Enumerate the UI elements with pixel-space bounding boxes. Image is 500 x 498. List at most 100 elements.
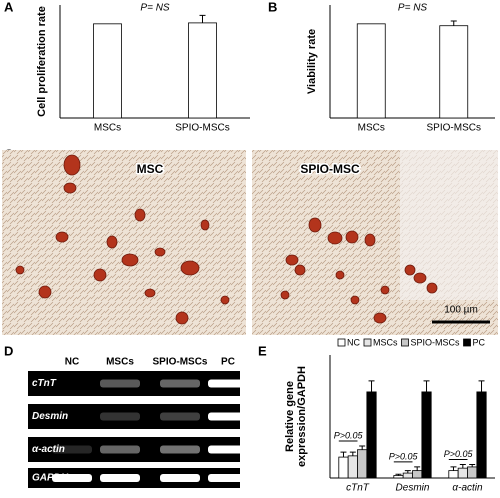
- legend-swatch: [363, 338, 372, 347]
- legend-swatch: [401, 338, 409, 347]
- legend-swatch: [463, 338, 471, 347]
- annotation: P>0.05: [444, 449, 474, 459]
- bar: [448, 470, 459, 479]
- error-bar: [199, 14, 206, 23]
- cell: [294, 264, 306, 276]
- error-bar: [368, 380, 375, 392]
- lane-label: NC: [65, 357, 79, 368]
- error-bar: [450, 466, 457, 471]
- gel-row: [28, 404, 240, 429]
- band: [160, 379, 200, 388]
- legend-label: MSCs: [373, 337, 398, 347]
- gel-row: [28, 437, 240, 462]
- band: [160, 474, 200, 482]
- bar: [412, 470, 423, 479]
- cell: [200, 219, 210, 231]
- error-bar: [395, 473, 402, 476]
- cell: [404, 264, 416, 276]
- error-bar: [478, 380, 485, 392]
- cell: [93, 268, 107, 282]
- cell: [134, 208, 146, 222]
- band: [100, 412, 140, 421]
- error-bar: [349, 451, 356, 456]
- cell: [308, 217, 322, 233]
- band: [52, 474, 92, 482]
- x-tick-label: α-actin: [452, 483, 483, 493]
- gene-label: Desmin: [32, 411, 68, 422]
- bar: [347, 455, 358, 479]
- error-bar: [423, 380, 430, 392]
- cell: [121, 253, 139, 267]
- chart-title: P= NS: [140, 3, 170, 14]
- chart-title: P= NS: [398, 3, 428, 14]
- bar: [338, 456, 349, 479]
- cells: [15, 154, 438, 325]
- error-bar: [404, 470, 411, 474]
- y-axis-label: expression/GAPDH: [296, 366, 308, 467]
- cell: [106, 235, 118, 249]
- band: [100, 379, 140, 388]
- band: [100, 445, 140, 454]
- bar: [356, 23, 386, 119]
- band: [208, 474, 248, 482]
- band: [100, 474, 140, 482]
- band: [208, 412, 248, 421]
- cell: [380, 285, 390, 295]
- y-axis-label: Viability rate: [306, 29, 318, 94]
- bar: [366, 391, 377, 479]
- bar: [393, 475, 404, 479]
- y-axis-label: Relative gene: [284, 381, 296, 452]
- gene-label: α-actin: [32, 444, 65, 455]
- error-bar: [340, 451, 347, 458]
- cell: [285, 254, 299, 266]
- band: [160, 445, 200, 454]
- cell: [373, 312, 387, 324]
- cell: [350, 295, 360, 305]
- legend-label: NC: [347, 337, 360, 347]
- x-tick-label: cTnT: [346, 483, 370, 493]
- band: [208, 445, 248, 454]
- lane-label: MSCs: [106, 357, 134, 368]
- cell: [364, 233, 376, 247]
- gene-label: cTnT: [32, 378, 57, 389]
- cell: [335, 270, 345, 280]
- cell: [413, 272, 427, 284]
- bar: [93, 23, 122, 119]
- cell: [154, 247, 166, 257]
- cell: [180, 260, 200, 276]
- bar: [357, 449, 368, 479]
- annotation: P>0.05: [389, 451, 419, 461]
- bar: [476, 391, 487, 479]
- legend-label: SPIO-MSCs: [411, 337, 461, 347]
- gel: NC MSCs SPIO-MSCs PC cTnT Desmin α-actin GAPDH: [28, 357, 248, 488]
- x-tick-label: MSCs: [94, 123, 121, 134]
- bar: [457, 467, 468, 479]
- band: [160, 412, 200, 421]
- cell: [327, 231, 343, 245]
- x-tick-label: Desmin: [396, 483, 430, 493]
- panel-label: B: [268, 0, 277, 14]
- error-bar: [459, 463, 466, 469]
- error-bar: [450, 20, 457, 26]
- x-tick-label: SPIO-MSCs: [427, 123, 481, 134]
- image-label: MSC: [137, 162, 164, 176]
- error-bar: [359, 445, 366, 450]
- x-tick-label: MSCs: [358, 123, 385, 134]
- error-bar: [414, 466, 421, 471]
- cell: [63, 154, 81, 176]
- image-label: SPIO-MSC: [300, 162, 360, 176]
- cell: [345, 230, 359, 244]
- lane-label: SPIO-MSCs: [152, 357, 207, 368]
- cell: [63, 182, 77, 194]
- cell: [55, 231, 69, 243]
- bar: [188, 22, 217, 119]
- cell: [175, 311, 189, 325]
- cell: [38, 285, 52, 299]
- bar: [439, 25, 469, 119]
- gel-row: [28, 371, 240, 396]
- panel-label: E: [258, 343, 267, 358]
- cell: [144, 288, 156, 298]
- legend-label: PC: [473, 337, 486, 347]
- gene-label: GAPDH: [32, 473, 69, 484]
